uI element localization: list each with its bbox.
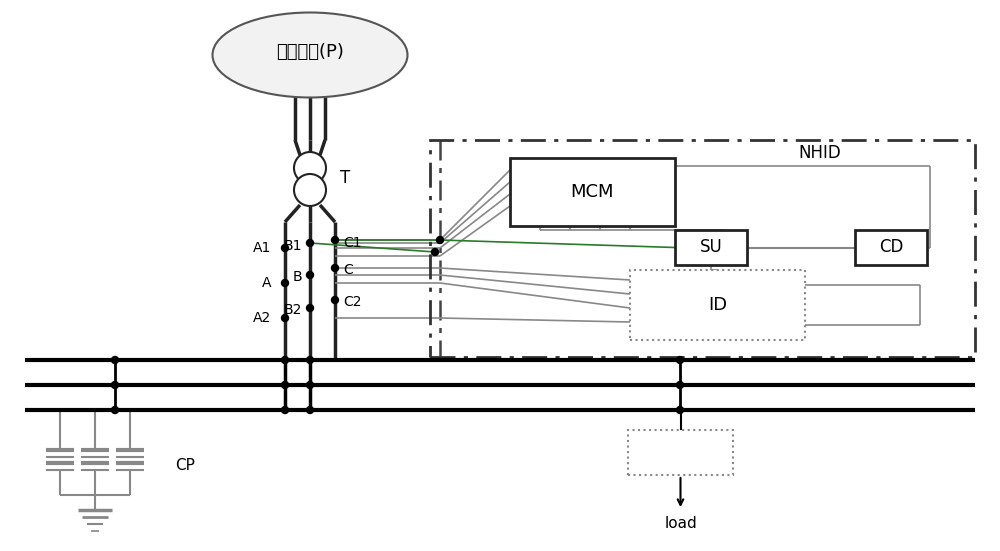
Text: B1: B1 bbox=[284, 239, 302, 253]
Bar bbox=[430, 140, 975, 357]
Circle shape bbox=[332, 264, 338, 272]
Circle shape bbox=[306, 305, 314, 311]
Circle shape bbox=[112, 381, 119, 388]
Bar bbox=[628, 430, 733, 475]
Text: MCM: MCM bbox=[571, 183, 614, 201]
Circle shape bbox=[294, 152, 326, 184]
Text: C1: C1 bbox=[343, 236, 362, 250]
Circle shape bbox=[306, 356, 314, 364]
Circle shape bbox=[282, 356, 288, 364]
Ellipse shape bbox=[212, 13, 408, 98]
Circle shape bbox=[432, 249, 438, 256]
Text: C2: C2 bbox=[343, 295, 362, 309]
Circle shape bbox=[676, 356, 684, 364]
Circle shape bbox=[332, 296, 338, 304]
Circle shape bbox=[306, 407, 314, 413]
Text: ID: ID bbox=[708, 296, 727, 314]
Circle shape bbox=[332, 236, 338, 244]
Circle shape bbox=[282, 407, 288, 413]
Text: load: load bbox=[664, 516, 697, 531]
Text: A2: A2 bbox=[253, 311, 271, 325]
Circle shape bbox=[282, 279, 288, 287]
Text: SU: SU bbox=[700, 239, 722, 257]
Bar bbox=[855, 230, 927, 265]
Text: A: A bbox=[262, 276, 271, 290]
Circle shape bbox=[282, 245, 288, 251]
Circle shape bbox=[436, 236, 444, 244]
Text: NHID: NHID bbox=[799, 144, 841, 162]
Text: CP: CP bbox=[175, 457, 195, 473]
Text: B2: B2 bbox=[284, 303, 302, 317]
Circle shape bbox=[306, 240, 314, 246]
Circle shape bbox=[282, 315, 288, 321]
Circle shape bbox=[112, 356, 119, 364]
Text: 公用电网(P): 公用电网(P) bbox=[276, 43, 344, 61]
Text: B: B bbox=[292, 270, 302, 284]
Circle shape bbox=[306, 272, 314, 278]
Bar bbox=[510, 158, 675, 226]
Circle shape bbox=[676, 407, 684, 413]
Circle shape bbox=[294, 174, 326, 206]
Bar bbox=[630, 270, 805, 340]
Circle shape bbox=[282, 381, 288, 388]
Bar bbox=[675, 230, 747, 265]
Text: CD: CD bbox=[879, 239, 903, 257]
Circle shape bbox=[676, 381, 684, 388]
Text: T: T bbox=[340, 169, 350, 187]
Circle shape bbox=[112, 407, 119, 413]
Text: C: C bbox=[343, 263, 353, 277]
Text: A1: A1 bbox=[253, 241, 271, 255]
Circle shape bbox=[306, 381, 314, 388]
